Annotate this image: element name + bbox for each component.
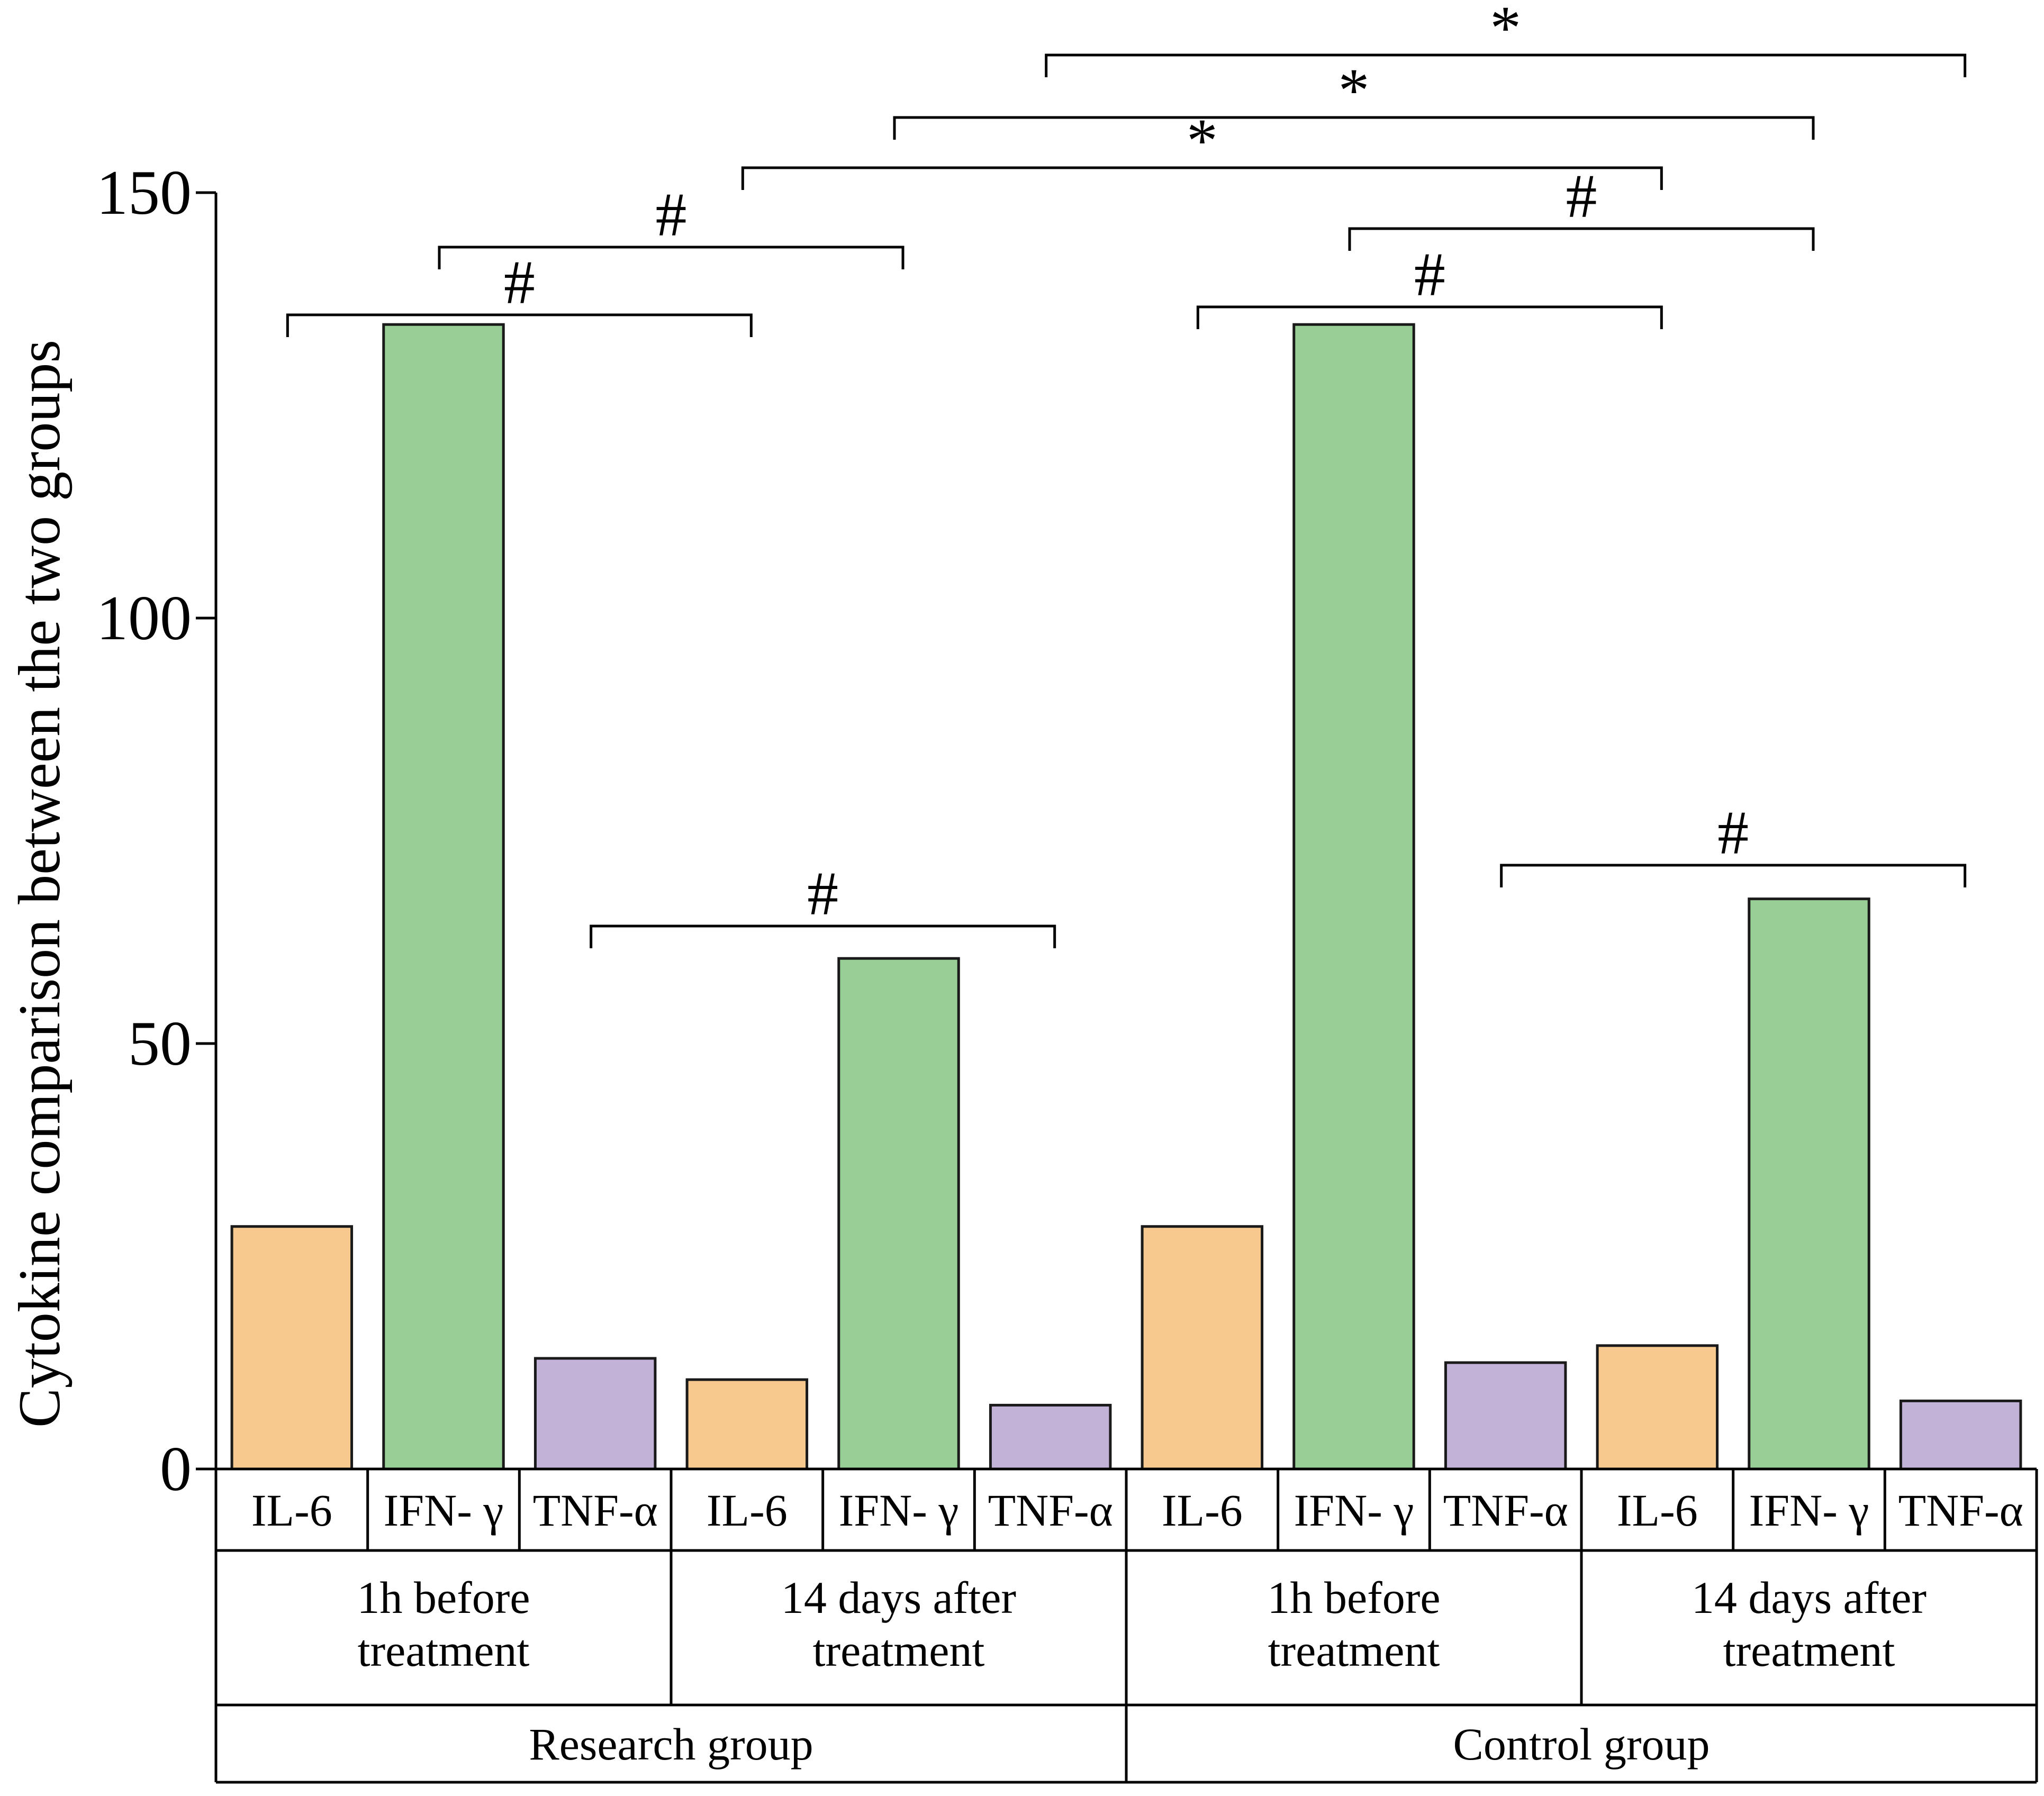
group-label: Control group <box>1453 1719 1710 1770</box>
timepoint-label-line2: treatment <box>1268 1625 1440 1676</box>
significance-bracket <box>1348 227 1815 251</box>
significance-bracket <box>741 166 1663 190</box>
category-label: TNF-α <box>988 1485 1113 1536</box>
bar-tnf--5 <box>989 1403 1112 1471</box>
bar-tnf--8 <box>1444 1361 1567 1471</box>
bar-ifn--10 <box>1748 897 1870 1471</box>
hash-marker: # <box>1566 161 1597 231</box>
timepoint-label-line1: 14 days after <box>781 1572 1016 1623</box>
bar-il-6-3 <box>685 1378 809 1471</box>
asterisk-marker: * <box>1490 0 1521 62</box>
significance-bracket <box>286 313 753 337</box>
significance-bracket <box>1500 864 1967 887</box>
category-label: IL-6 <box>251 1485 332 1536</box>
bar-ifn--1 <box>382 323 505 1471</box>
asterisk-marker: * <box>1338 56 1370 125</box>
timepoint-label-line2: treatment <box>813 1625 985 1676</box>
category-label: IFN- γ <box>839 1485 959 1536</box>
category-label: IFN- γ <box>384 1485 504 1536</box>
hash-marker: # <box>656 180 687 249</box>
hash-marker: # <box>807 859 838 928</box>
timepoint-label-line1: 14 days after <box>1692 1572 1927 1623</box>
hash-marker: # <box>504 248 535 317</box>
timepoint-label-line2: treatment <box>358 1625 530 1676</box>
y-tick-label: 50 <box>128 1008 192 1078</box>
category-label: IL-6 <box>1162 1485 1243 1536</box>
significance-bracket <box>590 924 1056 948</box>
bars-layer <box>230 323 2022 1471</box>
bar-ifn--4 <box>837 957 960 1471</box>
significance-bracket <box>893 116 1815 140</box>
significance-bracket <box>1045 53 1967 77</box>
bar-tnf--11 <box>1899 1399 2022 1471</box>
group-label: Research group <box>529 1719 813 1770</box>
timepoint-label-line1: 1h before <box>1267 1572 1440 1623</box>
significance-bracket <box>1196 305 1663 329</box>
category-label: IL-6 <box>1617 1485 1698 1536</box>
y-tick-label: 0 <box>160 1434 192 1504</box>
category-label: TNF-α <box>533 1485 658 1536</box>
hash-marker: # <box>1717 798 1749 867</box>
y-axis-label: Cytokine comparison between the two grou… <box>7 340 73 1428</box>
significance-brackets: ######*** <box>286 0 1967 948</box>
category-label: IFN- γ <box>1294 1485 1414 1536</box>
bar-ifn--7 <box>1292 323 1415 1471</box>
y-tick-label: 100 <box>96 583 192 653</box>
category-label: TNF-α <box>1898 1485 2023 1536</box>
bar-il-6-6 <box>1141 1225 1264 1471</box>
timepoint-label-line2: treatment <box>1723 1625 1895 1676</box>
category-label: TNF-α <box>1443 1485 1568 1536</box>
bar-il-6-9 <box>1596 1344 1719 1471</box>
category-table: IL-6 IFN- γ TNF-α IL-6 IFN- γ TNF-α IL-6 IFN- γ… <box>214 1467 2038 1784</box>
axis-layer: Cytokine comparison between the two grou… <box>7 157 218 1504</box>
timepoint-label-line1: 1h before <box>357 1572 530 1623</box>
bar-tnf--2 <box>533 1357 657 1471</box>
hash-marker: # <box>1414 240 1445 309</box>
significance-bracket <box>438 246 905 269</box>
y-tick-label: 150 <box>96 157 192 228</box>
bar-il-6-0 <box>230 1225 354 1471</box>
category-label: IFN- γ <box>1749 1485 1869 1536</box>
category-label: IL-6 <box>707 1485 788 1536</box>
